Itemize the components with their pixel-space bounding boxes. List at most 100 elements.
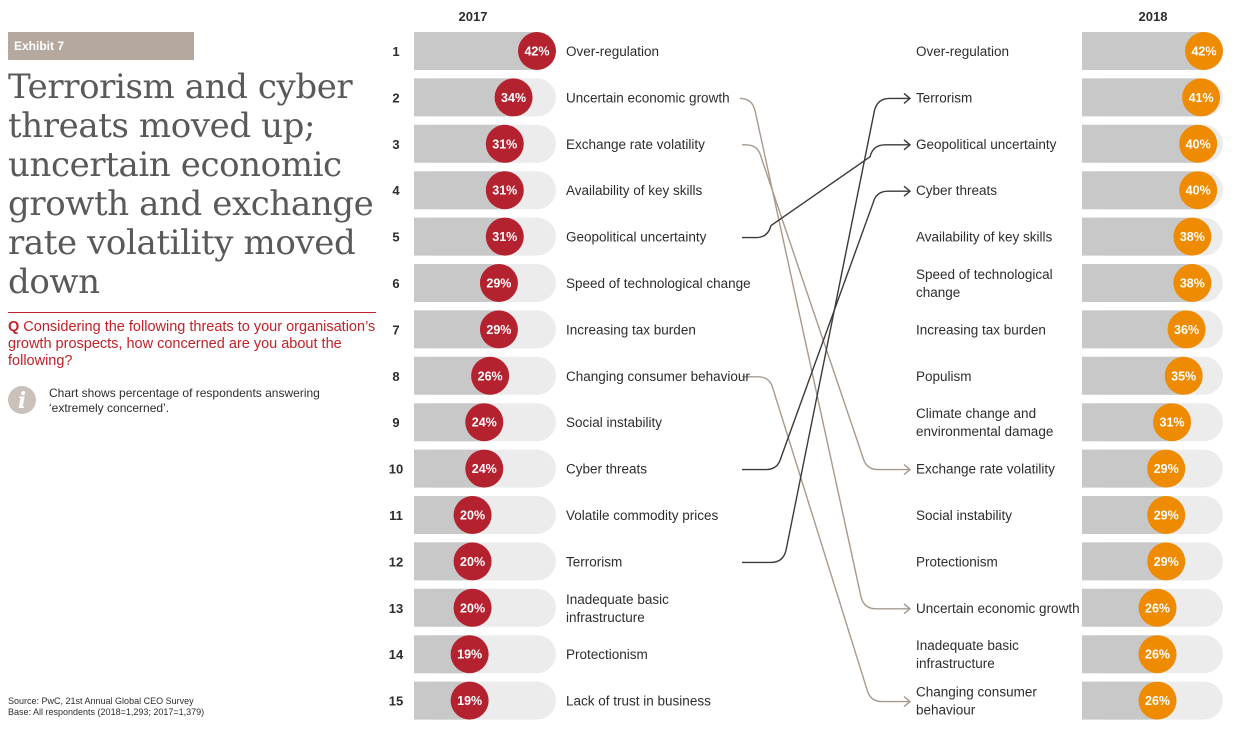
info-icon: i bbox=[8, 386, 36, 414]
rank-number: 9 bbox=[392, 415, 399, 430]
row-2018-9: 31% Climate change and environmental damag… bbox=[916, 403, 1223, 442]
value-bubble bbox=[1179, 171, 1218, 210]
value-label: 20% bbox=[460, 601, 485, 615]
row-2018-6: 38% Speed of technological change bbox=[916, 264, 1223, 302]
rank-number: 14 bbox=[389, 647, 404, 662]
value-label: 29% bbox=[1154, 462, 1179, 476]
rank-number: 10 bbox=[389, 462, 403, 477]
category-label-line: Lack of trust in business bbox=[566, 694, 711, 709]
row-2017-1: 1 42% Over-regulation bbox=[392, 32, 659, 70]
value-bubble bbox=[1173, 264, 1212, 302]
value-bubble bbox=[1147, 449, 1186, 488]
arrowhead-icon bbox=[903, 603, 912, 615]
value-bubble bbox=[1138, 681, 1177, 720]
column-header-2018: 2018 bbox=[1139, 9, 1168, 24]
bar-fill bbox=[1082, 264, 1193, 302]
connector-line bbox=[739, 97, 910, 610]
value-bubble bbox=[1179, 124, 1218, 163]
rank-number: 8 bbox=[392, 369, 399, 384]
value-bubble bbox=[479, 264, 518, 302]
value-bubble bbox=[479, 310, 518, 349]
category-label-line: infrastructure bbox=[916, 656, 995, 671]
rank-number: 5 bbox=[392, 230, 399, 245]
category-label-line: Cyber threats bbox=[566, 462, 647, 477]
category-label: Speed of technological change bbox=[566, 276, 751, 291]
row-2017-14: 14 19% Protectionism bbox=[389, 635, 648, 674]
value-label: 29% bbox=[486, 323, 511, 337]
category-label: Changing consumer behaviour bbox=[916, 685, 1037, 718]
arrowhead-icon bbox=[903, 464, 912, 476]
row-2018-11: 29% Social instability bbox=[916, 496, 1223, 534]
category-label-line: Protectionism bbox=[916, 554, 998, 569]
value-label: 36% bbox=[1174, 323, 1199, 337]
bar-fill bbox=[1082, 403, 1173, 442]
row-2018-4: 40% Cyber threats bbox=[916, 171, 1223, 210]
value-label: 20% bbox=[460, 509, 485, 523]
category-label: Populism bbox=[916, 369, 972, 384]
rank-number: 13 bbox=[389, 601, 403, 616]
category-label: Volatile commodity prices bbox=[566, 508, 719, 523]
category-label-line: Uncertain economic growth bbox=[916, 601, 1080, 616]
row-2018-5: 38% Availability of key skills bbox=[916, 217, 1223, 256]
rank-change-connector bbox=[742, 144, 912, 476]
row-2017-15: 15 19% Lack of trust in business bbox=[389, 681, 711, 720]
value-bubble bbox=[465, 449, 504, 488]
row-2018-14: 26% Inadequate basic infrastructure bbox=[916, 635, 1223, 674]
category-label: Exchange rate volatility bbox=[566, 137, 705, 152]
category-label: Social instability bbox=[566, 415, 662, 430]
category-label-line: Protectionism bbox=[566, 647, 648, 662]
category-label-line: Exchange rate volatility bbox=[566, 137, 705, 152]
column-header-2017: 2017 bbox=[459, 9, 488, 24]
value-bubble bbox=[494, 78, 533, 117]
row-2018-13: 26% Uncertain economic growth bbox=[916, 588, 1223, 627]
category-label-line: Changing consumer behaviour bbox=[566, 369, 750, 384]
rank-number: 11 bbox=[389, 508, 403, 523]
value-label: 24% bbox=[472, 462, 497, 476]
category-label-line: Social instability bbox=[566, 415, 662, 430]
value-label: 29% bbox=[1154, 509, 1179, 523]
page-title: Terrorism and cyber threats moved up; un… bbox=[8, 67, 374, 302]
value-bubble bbox=[1167, 310, 1206, 349]
category-label: Terrorism bbox=[916, 90, 972, 105]
rank-number: 1 bbox=[392, 44, 399, 59]
base-line: Base: All respondents (2018=1,293; 2017=… bbox=[8, 707, 205, 717]
rank-number: 12 bbox=[389, 554, 403, 569]
info-note: Chart shows percentage of respondents an… bbox=[49, 386, 320, 415]
value-bubble bbox=[1153, 403, 1192, 442]
category-label: Availability of key skills bbox=[916, 230, 1053, 245]
survey-question: Q Considering the following threats to y… bbox=[8, 319, 378, 370]
category-label-line: Availability of key skills bbox=[566, 183, 703, 198]
category-label: Social instability bbox=[916, 508, 1012, 523]
bar-fill bbox=[1082, 78, 1202, 117]
bar-fill bbox=[414, 171, 505, 210]
value-label: 26% bbox=[1145, 694, 1170, 708]
category-label-line: Changing consumer bbox=[916, 685, 1037, 700]
category-label: Geopolitical uncertainty bbox=[916, 137, 1057, 152]
value-label: 40% bbox=[1186, 137, 1211, 151]
category-label-line: Populism bbox=[916, 369, 972, 384]
value-label: 29% bbox=[1154, 555, 1179, 569]
value-bubble bbox=[1138, 635, 1177, 674]
bar-fill bbox=[1082, 217, 1193, 256]
category-label: Protectionism bbox=[916, 554, 998, 569]
category-label-line: environmental damage bbox=[916, 424, 1053, 439]
title-divider bbox=[8, 312, 376, 313]
value-bubble bbox=[1147, 496, 1186, 534]
rank-change-connector bbox=[742, 185, 912, 471]
row-2017-5: 5 31% Geopolitical uncertainty bbox=[392, 217, 707, 256]
value-label: 20% bbox=[460, 555, 485, 569]
value-label: 41% bbox=[1189, 91, 1214, 105]
category-label-line: Geopolitical uncertainty bbox=[916, 137, 1057, 152]
value-bubble bbox=[1182, 78, 1221, 117]
category-label: Changing consumer behaviour bbox=[566, 369, 750, 384]
value-label: 31% bbox=[492, 230, 517, 244]
category-label-line: Volatile commodity prices bbox=[566, 508, 719, 523]
row-2017-7: 7 29% Increasing tax burden bbox=[392, 310, 696, 349]
row-2018-15: 26% Changing consumer behaviour bbox=[916, 681, 1223, 720]
category-label-line: infrastructure bbox=[566, 610, 645, 625]
value-label: 35% bbox=[1171, 369, 1196, 383]
rank-change-connector bbox=[742, 376, 912, 708]
category-label: Increasing tax burden bbox=[916, 322, 1046, 337]
category-label-line: change bbox=[916, 285, 960, 300]
